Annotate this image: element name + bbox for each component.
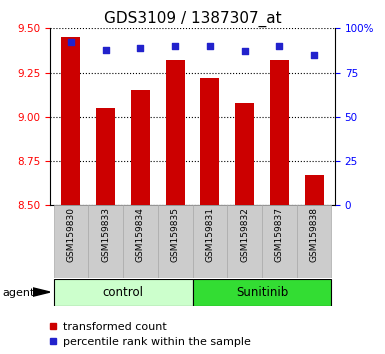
Title: GDS3109 / 1387307_at: GDS3109 / 1387307_at xyxy=(104,11,281,27)
Text: GSM159832: GSM159832 xyxy=(240,207,249,262)
Bar xyxy=(200,78,219,205)
Bar xyxy=(61,37,80,205)
Bar xyxy=(305,175,324,205)
Bar xyxy=(166,60,185,205)
Bar xyxy=(192,279,331,306)
Bar xyxy=(96,108,115,205)
Text: GSM159833: GSM159833 xyxy=(101,207,110,263)
Bar xyxy=(131,90,150,205)
Point xyxy=(241,48,248,54)
Text: Sunitinib: Sunitinib xyxy=(236,286,288,299)
FancyBboxPatch shape xyxy=(262,205,297,278)
FancyBboxPatch shape xyxy=(158,205,192,278)
FancyBboxPatch shape xyxy=(227,205,262,278)
Bar xyxy=(54,279,192,306)
Text: GSM159837: GSM159837 xyxy=(275,207,284,263)
Point xyxy=(207,43,213,49)
Text: agent: agent xyxy=(2,288,34,298)
Legend: transformed count, percentile rank within the sample: transformed count, percentile rank withi… xyxy=(44,317,255,352)
Point xyxy=(276,43,283,49)
FancyBboxPatch shape xyxy=(88,205,123,278)
Point xyxy=(102,47,109,52)
Text: GSM159830: GSM159830 xyxy=(66,207,75,263)
FancyBboxPatch shape xyxy=(123,205,158,278)
Point xyxy=(68,40,74,45)
FancyBboxPatch shape xyxy=(192,205,227,278)
FancyBboxPatch shape xyxy=(297,205,331,278)
Point xyxy=(137,45,144,51)
Point xyxy=(311,52,317,58)
Polygon shape xyxy=(33,288,50,296)
Text: control: control xyxy=(102,286,144,299)
Bar xyxy=(235,103,254,205)
Text: GSM159835: GSM159835 xyxy=(171,207,180,263)
Text: GSM159831: GSM159831 xyxy=(205,207,214,263)
Bar xyxy=(270,60,289,205)
Point xyxy=(172,43,178,49)
Text: GSM159834: GSM159834 xyxy=(136,207,145,262)
Text: GSM159838: GSM159838 xyxy=(310,207,319,263)
FancyBboxPatch shape xyxy=(54,205,88,278)
